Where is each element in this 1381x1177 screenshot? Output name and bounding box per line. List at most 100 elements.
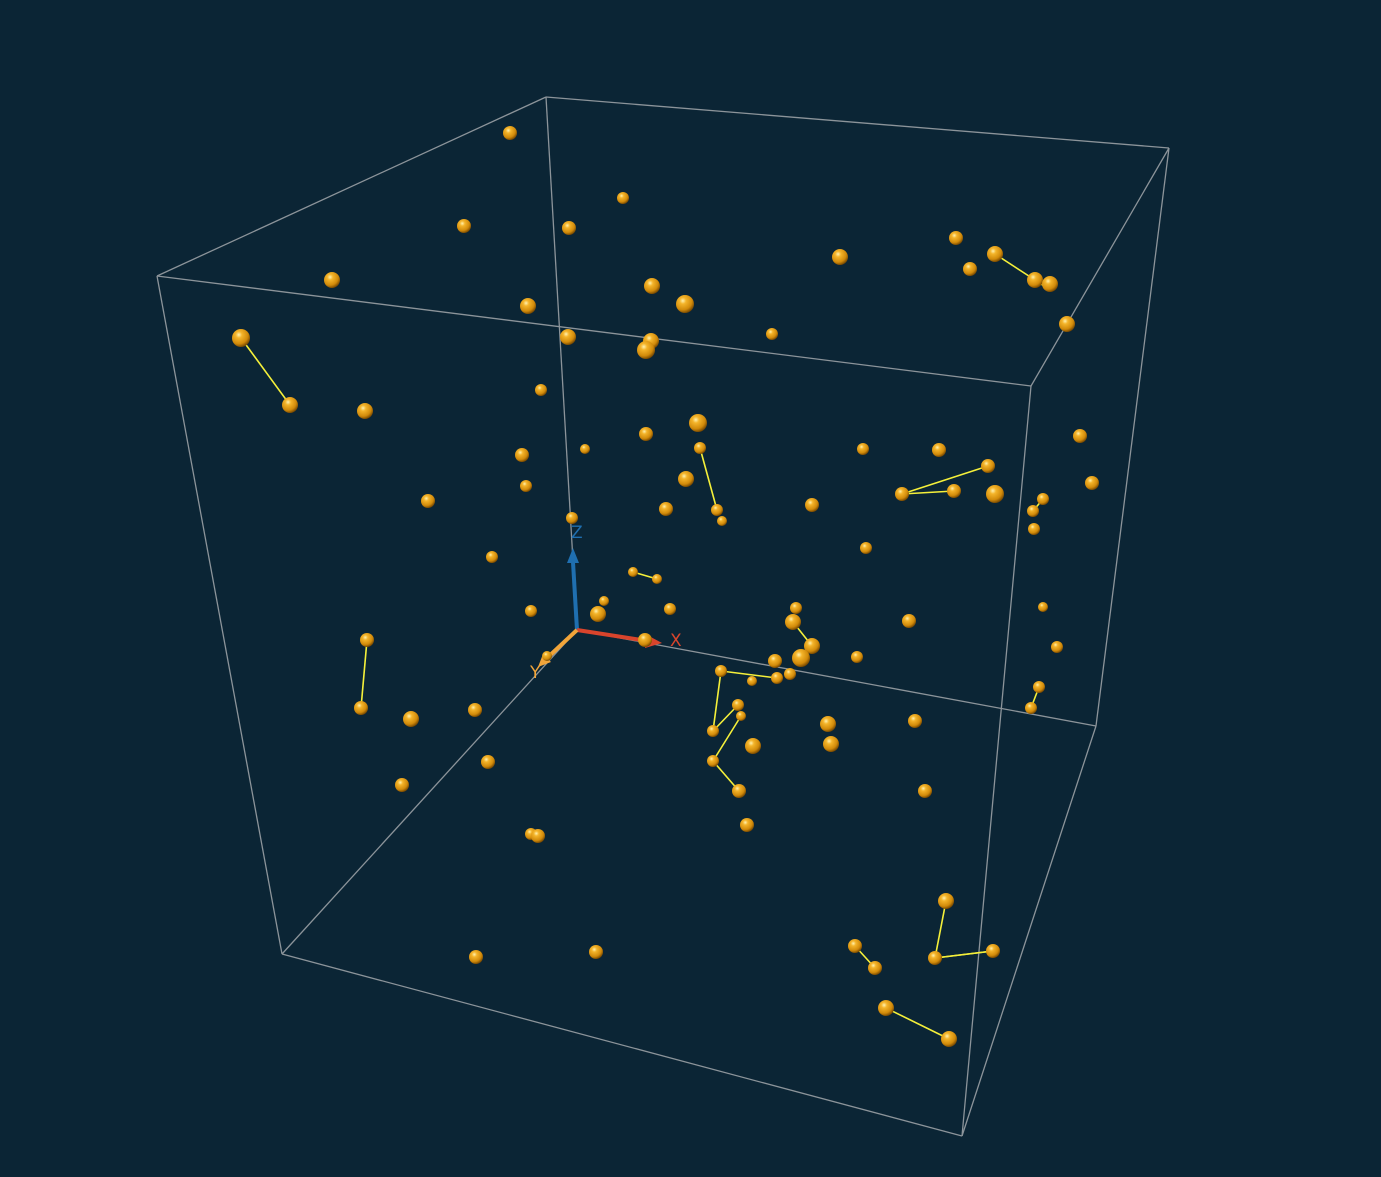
particles <box>232 126 1099 1047</box>
x-axis-label: X <box>670 631 682 651</box>
bond-line <box>901 490 955 495</box>
particle-sphere <box>895 487 909 501</box>
box-edge <box>156 275 1032 387</box>
particle-sphere <box>711 504 723 516</box>
particle-sphere <box>542 651 552 661</box>
particle-sphere <box>784 668 796 680</box>
particle-sphere <box>503 126 517 140</box>
particle-sphere <box>486 551 498 563</box>
particle-sphere <box>1038 602 1048 612</box>
box-edge <box>156 275 283 955</box>
particle-sphere <box>908 714 922 728</box>
particle-sphere <box>823 736 839 752</box>
particle-sphere <box>790 602 802 614</box>
particle-sphere <box>457 219 471 233</box>
box-edge <box>1030 147 1170 387</box>
y-axis-arrowhead <box>538 654 551 667</box>
particle-sphere <box>1059 316 1075 332</box>
particle-sphere <box>566 512 578 524</box>
particle-sphere <box>589 945 603 959</box>
particle-sphere <box>918 784 932 798</box>
particle-sphere <box>981 459 995 473</box>
bond-line <box>720 670 778 679</box>
bond-line <box>901 465 989 495</box>
particle-sphere <box>1051 641 1063 653</box>
bond-line <box>885 1007 950 1040</box>
particle-sphere <box>232 329 250 347</box>
particle-sphere <box>639 427 653 441</box>
box-edge <box>545 96 578 631</box>
particle-sphere <box>689 414 707 432</box>
particle-sphere <box>785 614 801 630</box>
particle-sphere <box>986 944 1000 958</box>
bond-line <box>712 670 722 732</box>
bond-line <box>360 639 368 709</box>
particle-sphere <box>745 738 761 754</box>
z-axis-arrowhead <box>567 548 579 563</box>
particle-sphere <box>963 262 977 276</box>
particle-sphere <box>949 231 963 245</box>
particle-sphere <box>860 542 872 554</box>
particle-sphere <box>562 221 576 235</box>
particle-sphere <box>732 784 746 798</box>
particle-sphere <box>792 649 810 667</box>
particle-sphere <box>1073 429 1087 443</box>
particle-sphere <box>628 567 638 577</box>
z-axis-line <box>571 561 579 631</box>
particle-sphere <box>1033 681 1045 693</box>
box-edge <box>1095 147 1170 727</box>
particle-sphere <box>644 278 660 294</box>
box-edge <box>576 629 1097 727</box>
particle-sphere <box>535 384 547 396</box>
particle-sphere <box>652 574 662 584</box>
particle-sphere <box>659 502 673 516</box>
particle-sphere <box>354 701 368 715</box>
box-edge <box>156 96 547 277</box>
particle-sphere <box>941 1031 957 1047</box>
particle-sphere <box>766 328 778 340</box>
bond-line <box>712 704 739 732</box>
particle-sphere <box>357 403 373 419</box>
particle-sphere <box>520 480 532 492</box>
particle-sphere <box>768 654 782 668</box>
particle-sphere <box>857 443 869 455</box>
z-axis-label: Z <box>571 523 583 543</box>
particle-sphere <box>805 498 819 512</box>
particle-sphere <box>947 484 961 498</box>
particle-sphere <box>282 397 298 413</box>
particle-sphere <box>599 596 609 606</box>
bond-line <box>699 447 718 511</box>
particle-sphere <box>676 295 694 313</box>
particle-sphere <box>902 614 916 628</box>
particle-sphere <box>1027 505 1039 517</box>
particle-sphere <box>1037 493 1049 505</box>
box-edge <box>961 725 1097 1137</box>
particle-sphere <box>481 755 495 769</box>
x-axis-line <box>576 628 649 643</box>
bond-line <box>240 337 291 406</box>
particle-sphere <box>580 444 590 454</box>
y-axis-label: Y <box>529 663 541 683</box>
particle-sphere <box>832 249 848 265</box>
box-edge <box>545 96 1170 149</box>
bond-line <box>712 715 742 762</box>
particle-sphere <box>1042 276 1058 292</box>
particle-sphere <box>1027 272 1043 288</box>
particle-sphere <box>848 939 862 953</box>
particle-sphere <box>747 676 757 686</box>
particle-sphere <box>590 606 606 622</box>
particle-sphere <box>1085 476 1099 490</box>
particle-sphere <box>395 778 409 792</box>
particle-sphere <box>707 755 719 767</box>
particle-sphere <box>851 651 863 663</box>
particle-sphere <box>678 471 694 487</box>
particle-sphere <box>515 448 529 462</box>
particle-sphere <box>938 893 954 909</box>
particle-sphere <box>664 603 676 615</box>
particle-sphere <box>868 961 882 975</box>
particle-sphere <box>987 246 1003 262</box>
particle-sphere <box>1025 702 1037 714</box>
particle-sphere <box>469 950 483 964</box>
